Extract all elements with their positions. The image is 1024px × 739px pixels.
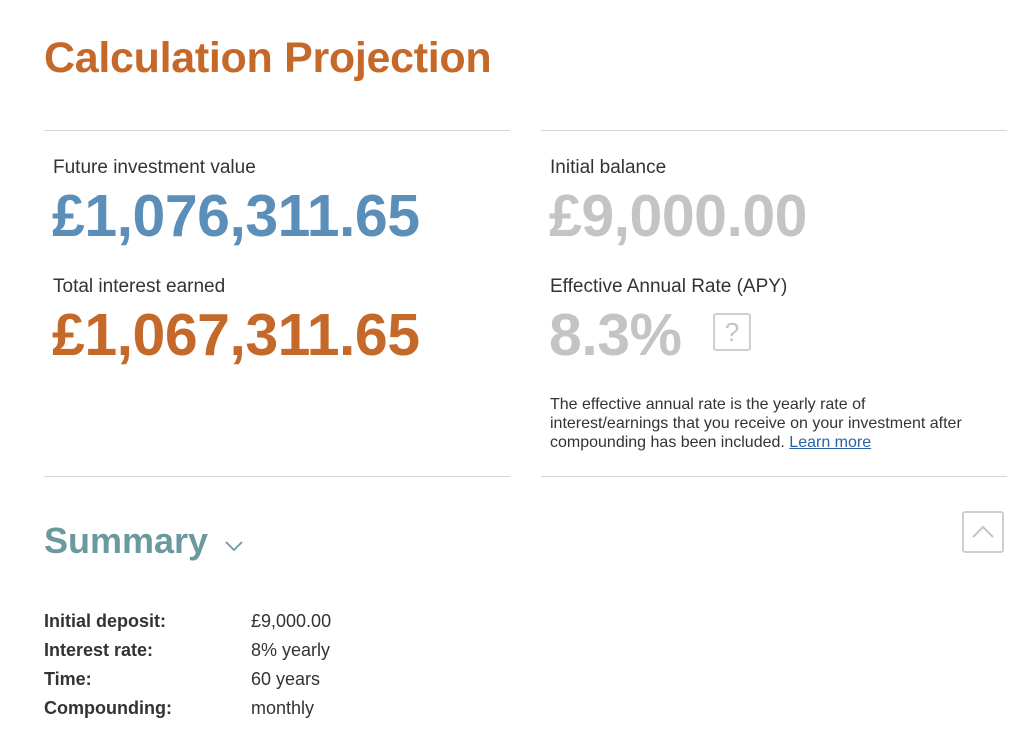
apy-label: Effective Annual Rate (APY) [550, 276, 788, 297]
summary-row: Initial deposit: £9,000.00 [44, 607, 331, 636]
summary-row: Time: 60 years [44, 665, 331, 694]
summary-value: 8% yearly [251, 640, 331, 660]
summary-row: Compounding: monthly [44, 694, 331, 723]
summary-value: monthly [251, 698, 315, 718]
chevron-up-icon [972, 525, 994, 538]
apy-description: The effective annual rate is the yearly … [550, 395, 970, 452]
scroll-to-top-button[interactable] [962, 511, 1004, 553]
future-value-label: Future investment value [53, 157, 256, 178]
summary-row: Interest rate: 8% yearly [44, 636, 331, 665]
initial-balance-amount: £9,000.00 [549, 183, 807, 249]
summary-heading: Summary [44, 520, 209, 561]
divider-right-top [541, 130, 1007, 131]
apy-description-text: The effective annual rate is the yearly … [550, 396, 962, 451]
summary-table: Initial deposit: £9,000.00 Interest rate… [44, 607, 331, 723]
summary-key: Initial deposit: [44, 611, 167, 631]
summary-toggle[interactable]: Summary [44, 520, 208, 562]
summary-value: £9,000.00 [251, 611, 332, 631]
divider-right-bottom [541, 476, 1007, 477]
page-title: Calculation Projection [44, 34, 492, 82]
future-value-amount: £1,076,311.65 [52, 183, 420, 249]
divider-left-bottom [44, 476, 510, 477]
divider-left-top [44, 130, 510, 131]
total-interest-label: Total interest earned [53, 276, 226, 297]
chevron-down-icon[interactable] [224, 536, 244, 556]
apy-value: 8.3% [549, 302, 682, 368]
summary-key: Interest rate: [44, 640, 154, 660]
learn-more-link[interactable]: Learn more [789, 434, 872, 451]
total-interest-amount: £1,067,311.65 [52, 302, 420, 368]
summary-value: 60 years [251, 669, 321, 689]
initial-balance-label: Initial balance [550, 157, 667, 178]
help-question-icon[interactable]: ? [713, 313, 751, 351]
summary-key: Time: [44, 669, 92, 689]
summary-key: Compounding: [44, 698, 172, 718]
